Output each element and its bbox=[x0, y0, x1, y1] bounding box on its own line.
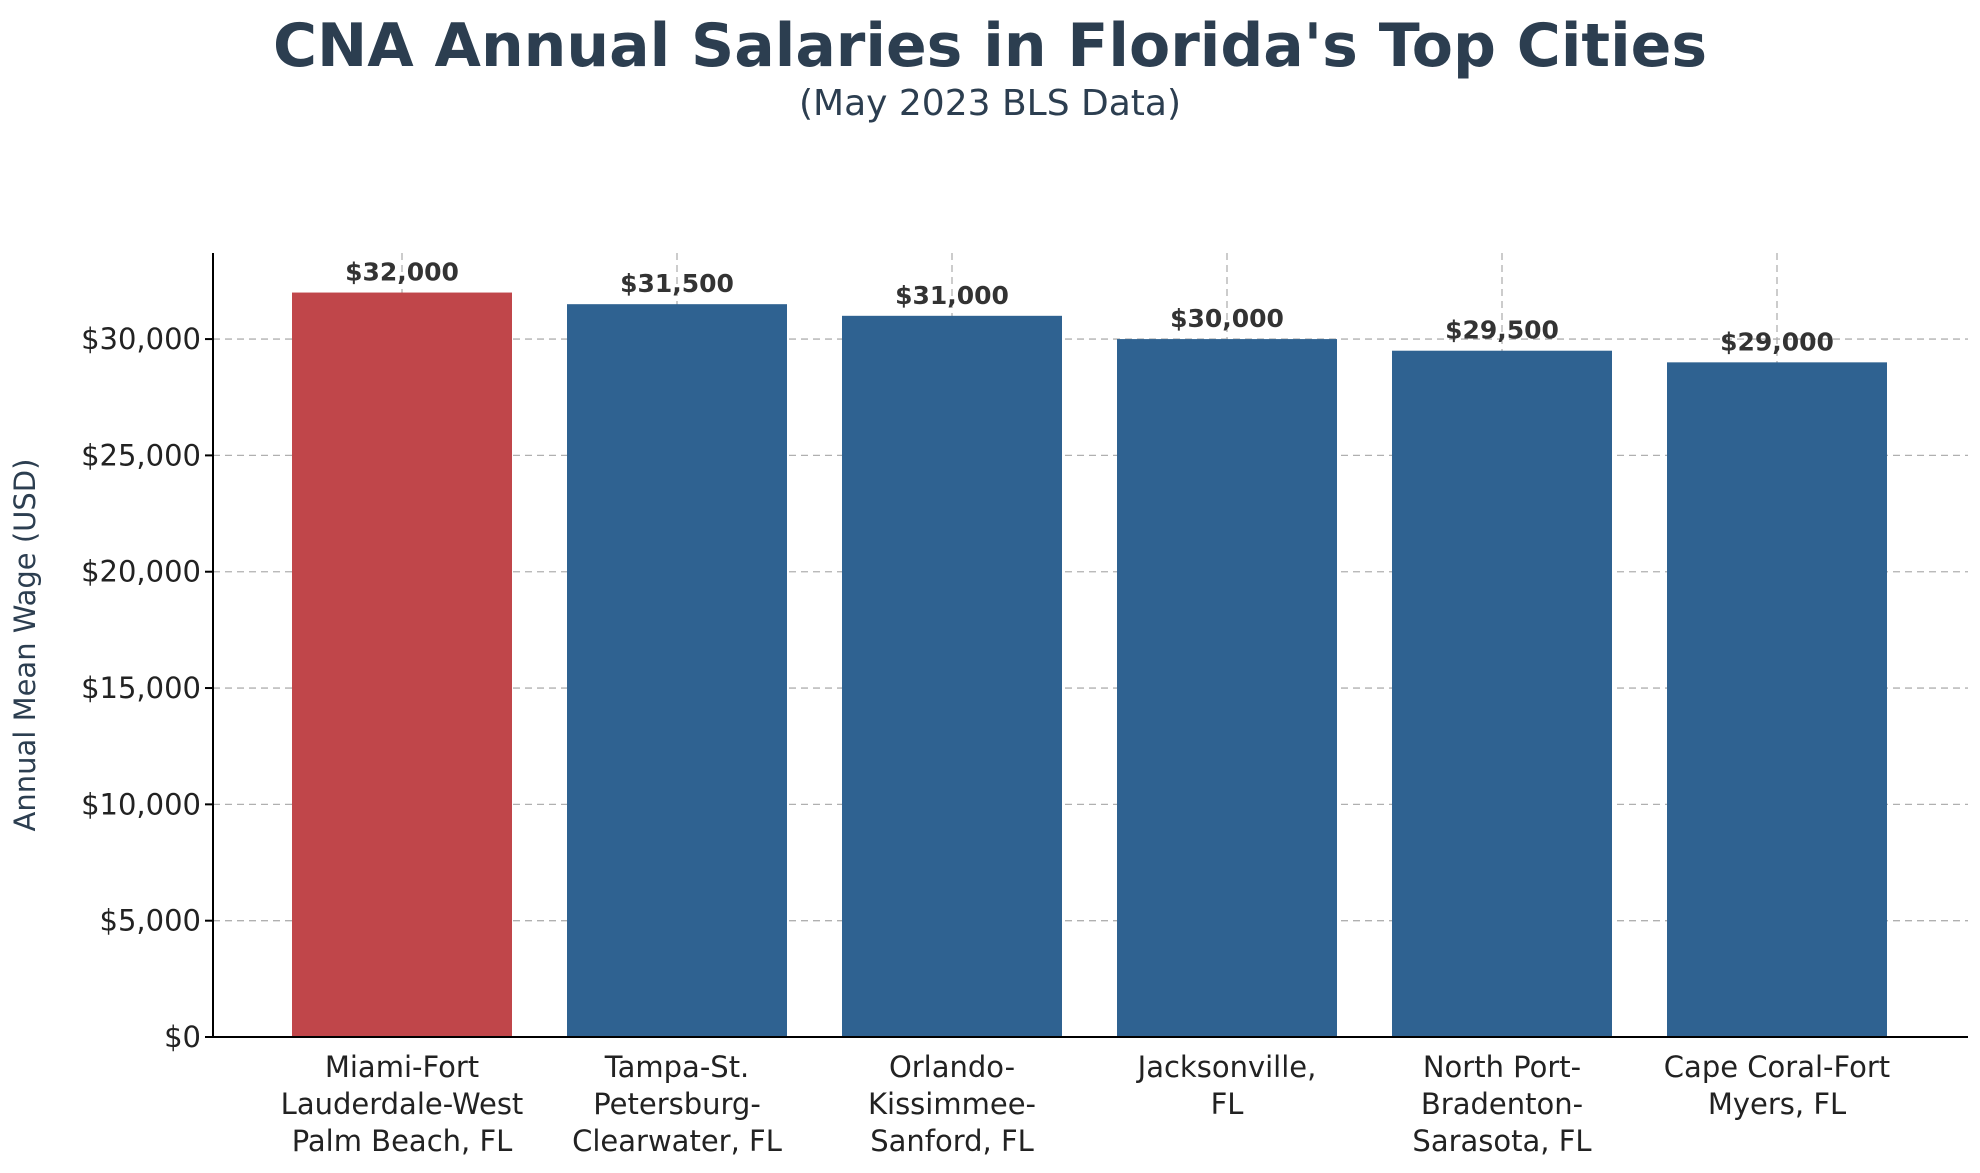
x-tick-label-line: Palm Beach, FL bbox=[292, 1124, 513, 1158]
x-tick-label: Miami-Fort Lauderdale-West Palm Beach, FL bbox=[281, 1050, 524, 1158]
y-tick-label: $20,000 bbox=[81, 555, 201, 589]
value-label: $29,500 bbox=[1445, 316, 1559, 345]
value-label: $32,000 bbox=[345, 258, 459, 287]
axes bbox=[212, 253, 1968, 1038]
x-tick-label: North Port-Bradenton-Sarasota, FL bbox=[1412, 1050, 1591, 1158]
x-tick-label: Jacksonville, FL bbox=[1136, 1050, 1317, 1121]
x-tick-labels: Miami-Fort Lauderdale-West Palm Beach, FL T… bbox=[281, 1050, 1891, 1158]
value-label: $29,000 bbox=[1720, 327, 1834, 356]
x-tick-label: Cape Coral-Fort Myers, FL bbox=[1664, 1050, 1890, 1121]
value-label: $31,000 bbox=[895, 281, 1009, 310]
x-tick-label-line: Myers, FL bbox=[1708, 1087, 1846, 1121]
x-tick-label-line: Clearwater, FL bbox=[572, 1124, 782, 1158]
x-tick-label-line: FL bbox=[1211, 1087, 1244, 1121]
y-tick-label: $5,000 bbox=[100, 904, 201, 938]
bar bbox=[1392, 350, 1612, 1037]
y-tick-label: $10,000 bbox=[81, 787, 201, 821]
x-tick-label-line: Sarasota, FL bbox=[1412, 1124, 1591, 1158]
x-tick-label-line: Bradenton- bbox=[1421, 1087, 1583, 1121]
y-ticks: $0 $5,000 $10,000 $15,000 $20,000 $25,000 $30,… bbox=[81, 322, 213, 1054]
y-tick-label: $0 bbox=[164, 1020, 201, 1054]
chart-subtitle: (May 2023 BLS Data) bbox=[798, 83, 1182, 124]
x-tick-label-line: Jacksonville, bbox=[1136, 1050, 1317, 1084]
bar bbox=[842, 315, 1062, 1037]
value-labels: $32,000 $31,500 $31,000 $30,000 $29,500 $29,0… bbox=[345, 258, 1834, 357]
x-tick-label-line: Cape Coral-Fort bbox=[1664, 1050, 1890, 1084]
bar bbox=[567, 304, 787, 1037]
value-label: $30,000 bbox=[1170, 304, 1284, 333]
x-tick-label-line: Miami-Fort bbox=[325, 1050, 479, 1084]
value-label: $31,500 bbox=[620, 269, 734, 298]
x-tick-label-line: Tampa-St. bbox=[604, 1050, 750, 1084]
y-tick-label: $15,000 bbox=[81, 671, 201, 705]
x-tick-label: Tampa-St. Petersburg-Clearwater, FL bbox=[572, 1050, 782, 1158]
x-tick-label-line: Petersburg- bbox=[593, 1087, 761, 1121]
y-tick-label: $25,000 bbox=[81, 438, 201, 472]
x-tick-label-line: Orlando- bbox=[889, 1050, 1015, 1084]
bar bbox=[292, 292, 512, 1037]
x-tick-label: Orlando-Kissimmee-Sanford, FL bbox=[868, 1050, 1036, 1158]
bar bbox=[1667, 362, 1887, 1037]
x-tick-label-line: Lauderdale-West bbox=[281, 1087, 524, 1121]
x-tick-label-line: North Port- bbox=[1423, 1050, 1581, 1084]
y-tick-label: $30,000 bbox=[81, 322, 201, 356]
x-tick-label-line: Sanford, FL bbox=[870, 1124, 1034, 1158]
chart-title: CNA Annual Salaries in Florida's Top Cit… bbox=[272, 11, 1708, 81]
bars bbox=[292, 292, 1887, 1037]
x-tick-label-line: Kissimmee- bbox=[868, 1087, 1036, 1121]
y-axis-label: Annual Mean Wage (USD) bbox=[8, 459, 42, 832]
bar bbox=[1117, 339, 1337, 1037]
